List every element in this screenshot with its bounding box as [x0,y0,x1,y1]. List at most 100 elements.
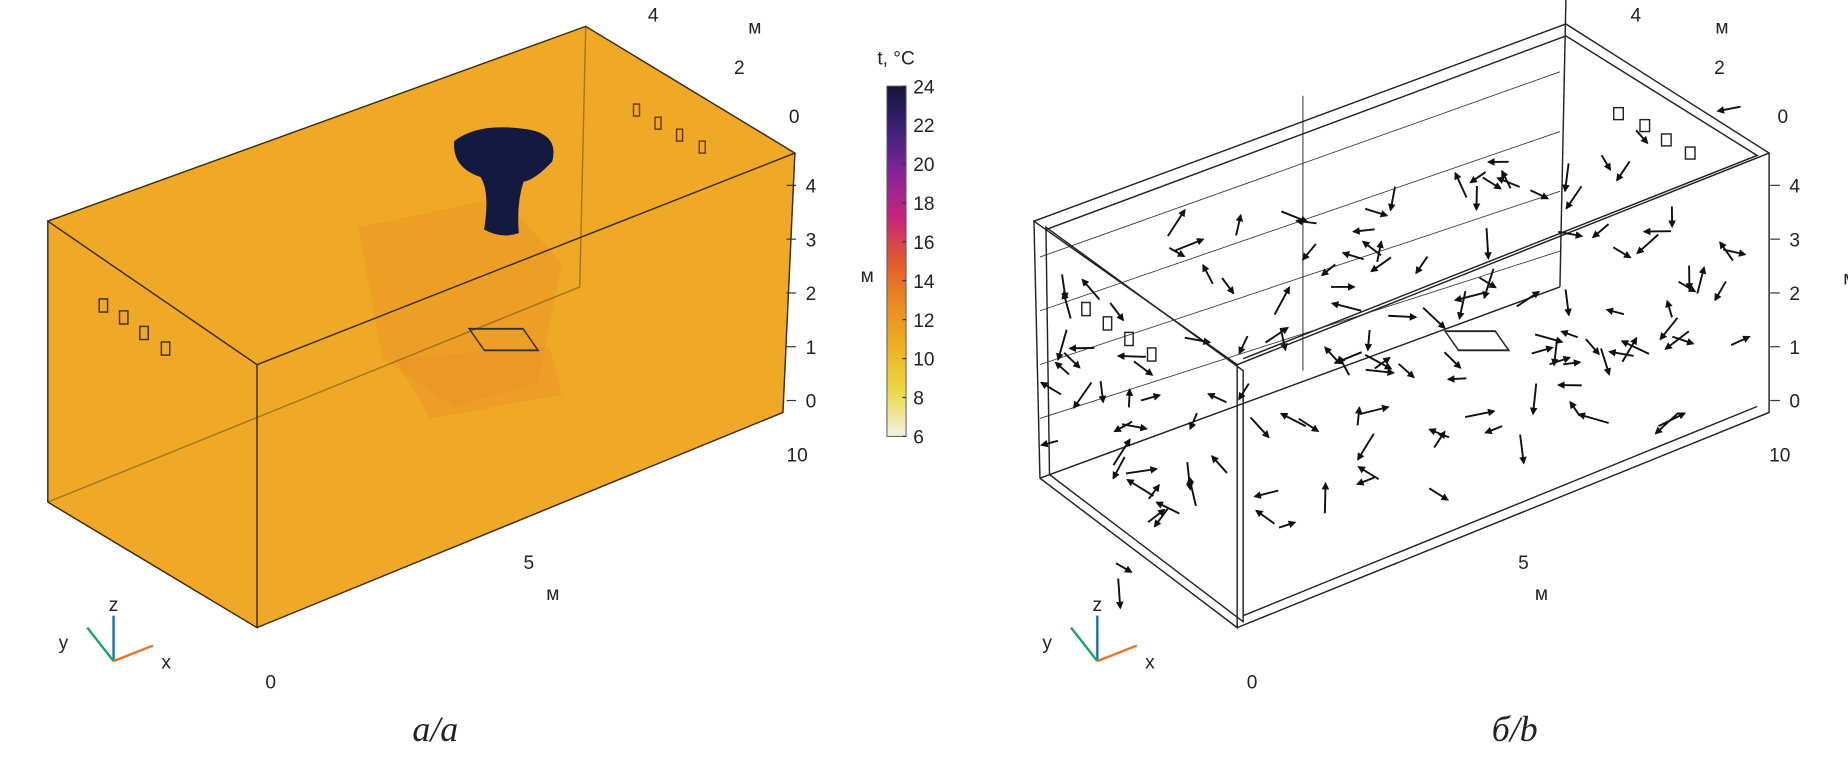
velocity-arrow [1388,313,1418,321]
velocity-arrow [1549,355,1572,366]
velocity-arrow [1147,508,1166,523]
velocity-arrow [1121,423,1148,432]
velocity-arrow [1453,292,1484,303]
vents-back [1612,106,1696,160]
velocity-arrow [1238,335,1249,355]
top-tick-0: 0 [1777,107,1788,128]
velocity-arrow [1098,381,1107,404]
velocity-arrow [1186,475,1197,507]
z-tick-label: 4 [806,177,817,198]
velocity-arrow [1577,412,1609,424]
velocity-arrow [1562,163,1570,193]
z-unit: м [1843,269,1848,290]
velocity-arrow [1279,412,1307,428]
z-tick-label: 1 [1789,338,1800,359]
colorbar: t, °C 24 22 20 18 16 14 12 10 8 6 [877,49,934,449]
velocity-arrow [1534,333,1564,344]
velocity-arrow [1472,185,1481,212]
velocity-arrow [1333,351,1363,365]
velocity-arrow [1469,171,1487,184]
velocity-arrow [1616,160,1631,182]
colorbar-tick-label: 12 [913,311,934,332]
velocity-arrow [1235,213,1244,236]
velocity-arrow [1464,408,1496,419]
velocity-arrow [1168,247,1186,258]
velocity-arrow [1558,230,1584,239]
velocity-arrow [1063,352,1081,369]
velocity-arrow [1039,381,1062,396]
vents-back [632,103,706,154]
velocity-arrow [1113,420,1133,433]
box-top-edge-inner [1045,35,1759,360]
velocity-arrow [1457,291,1467,321]
velocity-arrow [1202,263,1214,285]
velocity-arrow [1330,301,1362,312]
x-unit: м [1535,584,1548,605]
velocity-arrow [1040,439,1059,448]
velocity-arrow [1174,238,1205,252]
z-label: z [1093,595,1103,616]
velocity-arrow [1428,487,1450,501]
velocity-arrow [1357,433,1375,461]
velocity-arrow [1678,280,1697,293]
velocity-arrow [1273,286,1291,316]
velocity-arrow [1359,404,1390,416]
colorbar-tick-label: 16 [913,233,934,254]
x-tick-5: 5 [524,553,535,574]
velocity-arrow [1454,171,1468,198]
velocity-arrow [1415,256,1429,275]
y-label: y [1042,633,1052,654]
velocity-arrow [1278,520,1297,529]
velocity-arrow [1321,481,1330,514]
velocity-arrow [1531,345,1554,355]
velocity-arrow [1148,483,1160,500]
colorbar-tick-label: 20 [913,155,934,176]
colorbar-gradient [886,85,907,437]
velocity-arrow [1551,343,1559,367]
velocity-arrow [1060,274,1069,301]
colorbar-title: t, °C [877,49,915,70]
z-tick-label: 2 [1789,284,1800,305]
velocity-arrow [1482,268,1495,300]
x-tick-0: 0 [1247,673,1258,694]
velocity-arrow [1519,434,1527,465]
velocity-arrow [1115,562,1133,573]
velocity-arrow [1068,344,1095,353]
hot-plume [454,127,554,236]
z-tick-label: 3 [1789,230,1800,251]
velocity-arrow [1635,129,1649,145]
floor-grille [1443,330,1511,352]
box-front-face-inner [1045,225,1244,624]
velocity-arrow [1600,348,1611,376]
velocity-arrow [1565,185,1583,210]
z-tick-label: 1 [806,338,817,359]
z-unit: м [861,266,874,287]
z-axis: 4 3 2 1 0 [786,177,817,413]
velocity-arrow [1298,417,1320,433]
velocity-arrow [1081,278,1101,301]
velocity-arrow [1364,207,1389,218]
box-front-face [1033,219,1238,630]
velocity-arrow [1529,383,1538,416]
x-unit: м [546,584,559,605]
velocity-arrow [1133,360,1154,376]
velocity-arrow [1185,461,1194,491]
velocity-arrow [1374,356,1391,370]
caption-b: б/b [1492,709,1538,749]
velocity-arrow [1516,290,1541,308]
velocity-arrow [1054,361,1070,376]
velocity-arrow [1249,416,1270,439]
velocity-arrow [1255,509,1276,525]
velocity-arrow [1446,375,1467,383]
x-tick-0: 0 [265,673,276,694]
velocity-arrow [1125,466,1159,475]
vents-side [98,298,171,356]
x-tick-5: 5 [1518,553,1529,574]
velocity-arrow [1714,280,1727,302]
velocity-arrow [1357,466,1380,480]
velocity-arrow [1397,363,1415,379]
velocity-arrow [1320,263,1336,277]
top-tick-4: 4 [1630,6,1641,27]
axis-triad: z y x [59,595,172,673]
velocity-arrow [1184,336,1212,345]
